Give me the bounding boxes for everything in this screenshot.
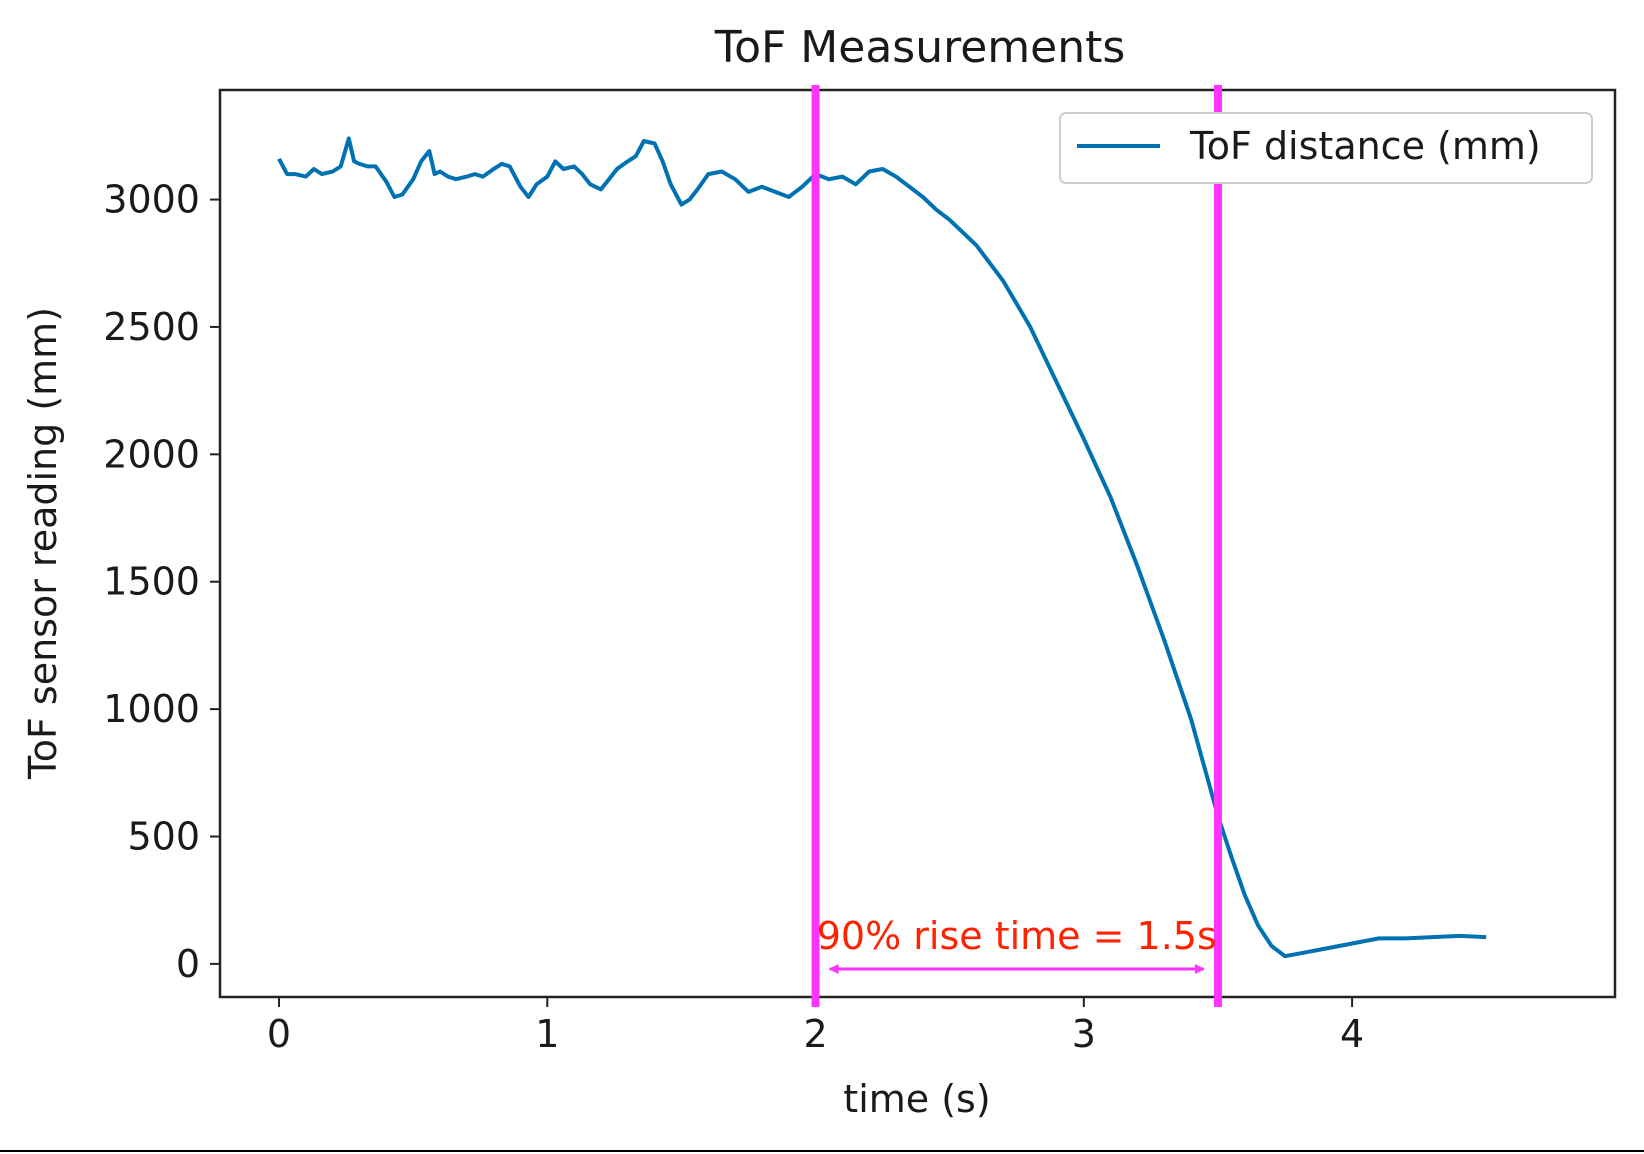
legend: ToF distance (mm)	[1059, 112, 1593, 184]
series-line	[277, 136, 1487, 959]
x-tick-label: 3	[1072, 1012, 1096, 1056]
x-tick-label: 4	[1340, 1012, 1364, 1056]
y-tick-label: 500	[127, 814, 200, 858]
legend-series-label: ToF distance (mm)	[1189, 124, 1541, 168]
y-axis-label: ToF sensor reading (mm)	[21, 307, 65, 780]
bottom-rule	[0, 1150, 1644, 1152]
x-tick-label: 2	[803, 1012, 827, 1056]
annotation-layer: 90% rise time = 1.5s	[811, 85, 1222, 1007]
plot-area	[218, 88, 1617, 999]
y-tick-label: 1500	[103, 560, 200, 604]
chart-title: ToF Measurements	[714, 22, 1126, 73]
y-axis-ticks: 0 500 1000 1500 2000 2500 3000	[103, 178, 220, 986]
x-tick-label: 1	[535, 1012, 559, 1056]
x-axis-label: time (s)	[843, 1077, 990, 1121]
legend-box	[1059, 112, 1593, 184]
rise-time-label: 90% rise time = 1.5s	[817, 914, 1217, 958]
y-tick-label: 1000	[103, 687, 200, 731]
y-tick-label: 3000	[103, 178, 200, 222]
y-tick-label: 2500	[103, 305, 200, 349]
y-tick-label: 0	[176, 942, 200, 986]
x-axis-ticks: 0 1 2 3 4	[267, 997, 1364, 1056]
x-tick-label: 0	[267, 1012, 291, 1056]
y-tick-label: 2000	[103, 432, 200, 476]
series-layer	[277, 136, 1487, 959]
